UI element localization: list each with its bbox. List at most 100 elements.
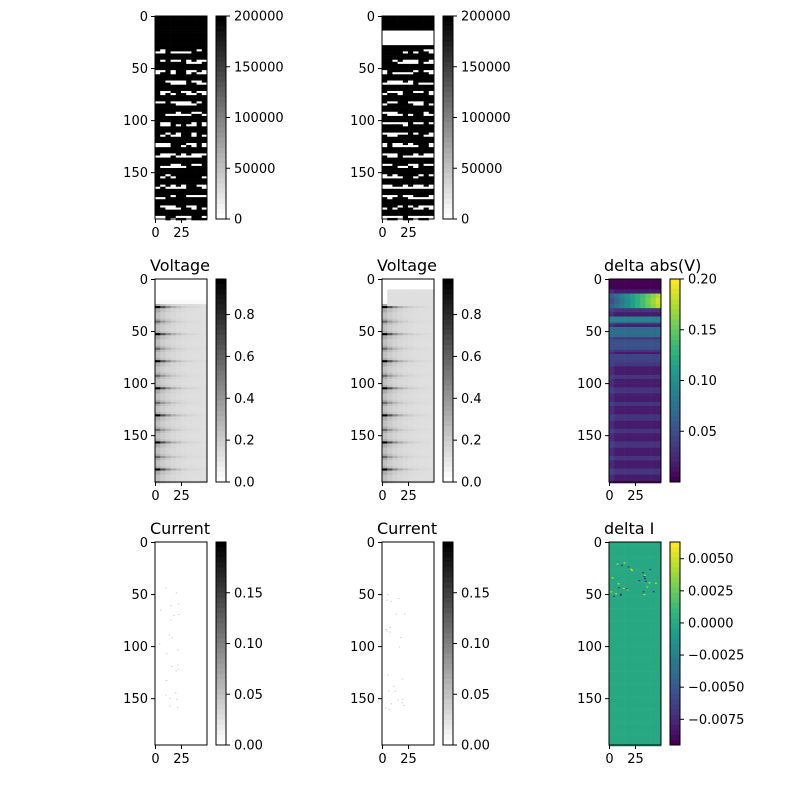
heatmap-cell: [418, 279, 424, 282]
heatmap-cell: [428, 40, 435, 44]
heatmap-cell: [609, 443, 615, 446]
heatmap-cell: [387, 120, 393, 123]
heatmap-cell: [418, 418, 424, 421]
heatmap-cell: [170, 281, 177, 284]
heatmap-cell: [624, 435, 631, 438]
heatmap-cell: [160, 18, 166, 21]
heatmap-cell: [170, 145, 177, 148]
heatmap-cell: [186, 328, 192, 332]
heatmap-cell: [413, 424, 419, 428]
heatmap-cell: [428, 439, 435, 442]
colorbar-segment: [443, 193, 453, 200]
heatmap-cell: [191, 310, 197, 313]
heatmap-cell: [413, 297, 419, 301]
heatmap-cell: [387, 455, 393, 459]
heatmap-cell: [418, 310, 424, 313]
heatmap-cell: [645, 391, 651, 394]
heatmap-cell: [614, 356, 620, 359]
heatmap-cell: [170, 470, 177, 473]
heatmap-cell: [397, 391, 404, 394]
heatmap-cell: [160, 26, 166, 29]
heatmap-cell: [175, 192, 182, 196]
heatmap-cell: [413, 201, 419, 204]
heatmap-cell: [402, 78, 409, 81]
heatmap-cell: [387, 291, 393, 294]
heatmap-cell: [181, 303, 187, 307]
colorbar-segment: [443, 71, 453, 78]
heatmap-cell: [392, 197, 398, 200]
heatmap-cell: [382, 287, 388, 290]
heatmap-cell: [196, 105, 203, 108]
heatmap-cell: [408, 195, 414, 198]
heatmap-cell: [640, 306, 646, 309]
heatmap-cell: [397, 430, 404, 434]
heatmap-cell: [186, 403, 192, 407]
heatmap-cell: [418, 468, 424, 471]
heatmap-cell: [165, 115, 171, 119]
heatmap-cell: [382, 126, 388, 129]
heatmap-cell: [635, 293, 641, 296]
heatmap-cell: [165, 441, 171, 444]
heatmap-cell: [186, 38, 192, 42]
heatmap-cell: [181, 316, 187, 319]
heatmap-cell: [175, 65, 182, 69]
heatmap-cell: [191, 349, 197, 353]
heatmap-cell: [201, 308, 208, 311]
heatmap-cell: [418, 470, 424, 473]
heatmap-cell: [392, 381, 398, 384]
heatmap-cell: [186, 16, 192, 19]
heatmap-cell: [181, 61, 187, 65]
heatmap-cell: [382, 349, 388, 353]
heatmap-cell: [423, 95, 430, 98]
colorbar-segment: [443, 299, 453, 305]
heatmap-cell: [428, 408, 435, 411]
heatmap-cell: [645, 339, 651, 342]
heatmap-cell: [408, 97, 414, 100]
heatmap-cell: [629, 335, 636, 338]
heatmap-cell: [402, 82, 409, 86]
heatmap-cell: [629, 345, 636, 349]
heatmap-cell: [402, 399, 409, 403]
heatmap-cell: [165, 433, 171, 436]
heatmap-cell: [382, 356, 388, 359]
heatmap-cell: [387, 109, 393, 113]
heatmap-cell: [413, 460, 419, 463]
heatmap-cell: [614, 281, 620, 284]
heatmap-cell: [640, 349, 646, 353]
heatmap-cell: [609, 328, 615, 332]
heatmap-cell: [402, 209, 409, 213]
y-tick-label: 150: [123, 429, 148, 444]
heatmap-cell: [413, 430, 419, 434]
heatmap-cell: [170, 55, 177, 58]
heatmap-cell: [155, 312, 161, 315]
heatmap-cell: [428, 55, 435, 58]
heatmap-cell: [418, 161, 424, 165]
heatmap-cell: [186, 88, 192, 92]
heatmap-cell: [635, 289, 641, 292]
heatmap-cell: [418, 138, 424, 142]
heatmap-cell: [428, 26, 435, 29]
heatmap-cell: [382, 182, 388, 185]
heatmap-cell: [619, 399, 625, 403]
heatmap-cell: [191, 65, 197, 69]
heatmap-cell: [408, 460, 414, 463]
heatmap-cell: [629, 395, 636, 398]
heatmap-cell: [423, 445, 430, 448]
heatmap-cell: [397, 468, 404, 471]
heatmap-cell: [382, 178, 388, 181]
heatmap-cell: [382, 331, 388, 334]
heatmap-cell: [201, 455, 208, 459]
heatmap-cell: [191, 68, 197, 71]
heatmap-cell: [640, 389, 646, 392]
heatmap-cell: [165, 320, 171, 324]
heatmap-cell: [418, 118, 424, 121]
heatmap-cell: [635, 314, 641, 317]
heatmap-cell: [423, 61, 430, 65]
heatmap-cell: [402, 170, 409, 173]
heatmap-cell: [186, 149, 192, 152]
heatmap-cell: [191, 36, 197, 40]
colorbar-tick-label: 0: [461, 213, 469, 228]
heatmap-cell: [201, 74, 208, 77]
heatmap-cell: [413, 192, 419, 196]
